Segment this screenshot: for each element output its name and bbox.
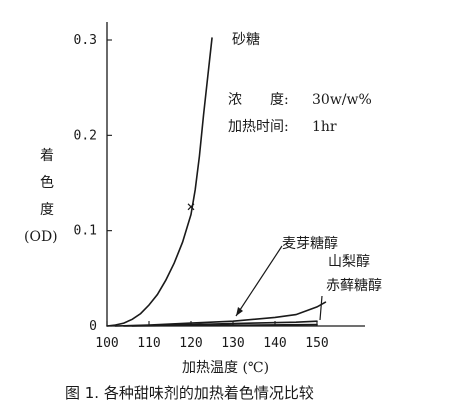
y-axis-label-unit: (OD) [24,229,58,245]
series-sucrose-line [106,37,213,327]
figure-caption: 图 1. 各种甜味剂的加热着色情况比较 [65,384,314,402]
condition-concentration-value: 30w/w% [312,92,372,108]
series-label-sorbitol: 山梨醇 [328,253,370,270]
x-axis-label: 加热温度 (℃) [182,360,269,376]
condition-time-value: 1hr [312,119,337,135]
series-label-erythritol-leader [319,295,323,321]
x-tick-label: 100 [95,336,118,351]
x-tick-label: 120 [179,336,202,351]
series-erythritol-line [131,323,318,327]
sucrose-point-marker [187,203,195,211]
y-axis-label-char-1: 着 [40,148,54,164]
series-label-sucrose: 砂糖 [232,32,260,48]
y-axis-label-char-3: 度 [40,202,54,218]
series-label-maltitol-leader [235,245,283,317]
y-axis-label-char-2: 色 [40,174,54,191]
x-tick-label: 130 [221,336,244,351]
x-tick-label: 110 [137,336,160,351]
y-tick-label: 0 [89,319,97,334]
y-tick-label: 0.3 [74,33,97,48]
series-label-maltitol: 麦芽糖醇 [282,235,338,252]
y-tick-label: 0.1 [74,224,97,239]
x-tick-label: 140 [263,336,286,351]
condition-time-label: 加热时间: [228,119,289,135]
series-label-erythritol: 赤藓糖醇 [326,277,382,294]
y-tick-label: 0.2 [74,128,97,143]
condition-concentration-label: 浓 度: [228,92,289,108]
x-tick-label: 150 [305,336,328,351]
maltitol-leader-arrowhead [236,307,243,316]
